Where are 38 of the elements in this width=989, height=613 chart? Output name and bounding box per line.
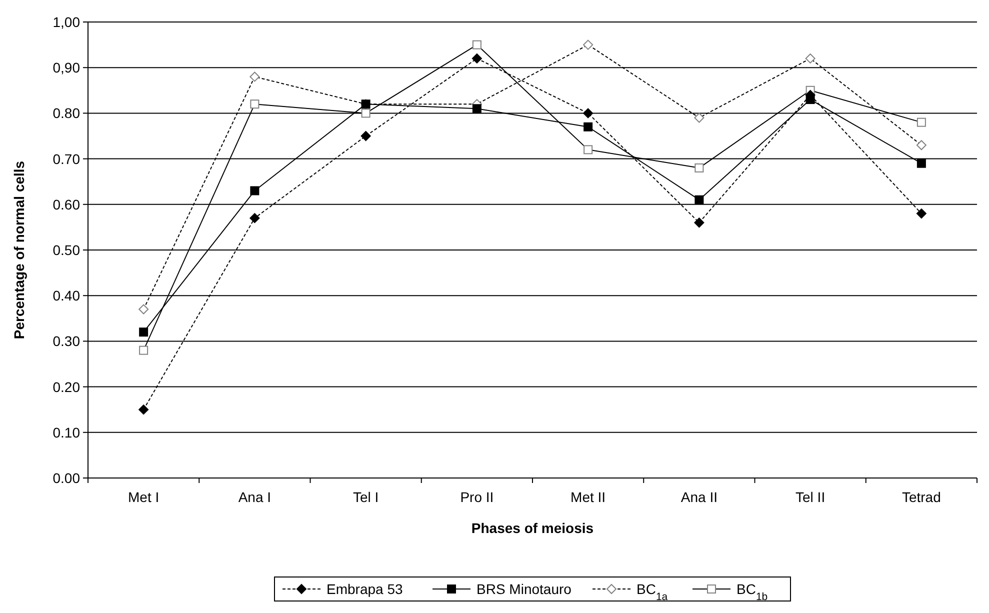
point (472, 53, 482, 64)
x-tick-label: Ana II (680, 489, 718, 505)
point (250, 213, 260, 224)
y-tick-label: 0.30 (52, 333, 80, 350)
y-tick-label: 0,90 (52, 60, 80, 76)
y-tick-label: 0.10 (52, 424, 80, 440)
point (138, 404, 149, 415)
y-tick-label: 1,00 (52, 14, 80, 30)
x-tick-label: Met II (570, 489, 606, 505)
point (583, 108, 594, 118)
legend-label: BRS Minotauro (476, 581, 572, 597)
point (916, 158, 926, 168)
y-tick-label: 0.60 (52, 196, 80, 212)
y-tick-label: 0.00 (52, 470, 80, 486)
legend-label: BC$_{1a}$ (636, 581, 668, 603)
x-tick-label: Tel II (796, 489, 826, 505)
point (360, 131, 371, 141)
legend-label: Embrapa 53 (326, 581, 403, 597)
x-axis-title: Phases of meiosis (471, 520, 594, 536)
point (250, 186, 260, 196)
y-tick-label: 0.80 (52, 105, 80, 122)
y-tick-label: 0.20 (52, 378, 80, 395)
point (472, 104, 482, 114)
point (694, 195, 704, 204)
y-tick-label: 0.40 (52, 288, 80, 304)
x-tick-label: Met I (128, 489, 160, 505)
y-axis-title: Percentage of normal cells (11, 160, 27, 340)
x-tick-label: Ana I (238, 489, 272, 505)
x-tick-label: Tel I (352, 489, 379, 505)
legend-label: BC$_{1b}$ (736, 581, 768, 603)
point (916, 208, 926, 219)
point (139, 328, 148, 337)
x-tick-label: Pro II (460, 489, 494, 505)
point (584, 122, 593, 132)
x-tick-label: Tetrad (902, 489, 941, 505)
y-tick-label: 0.50 (52, 242, 80, 258)
y-tick-label: 0.70 (52, 150, 80, 167)
point (694, 218, 704, 228)
